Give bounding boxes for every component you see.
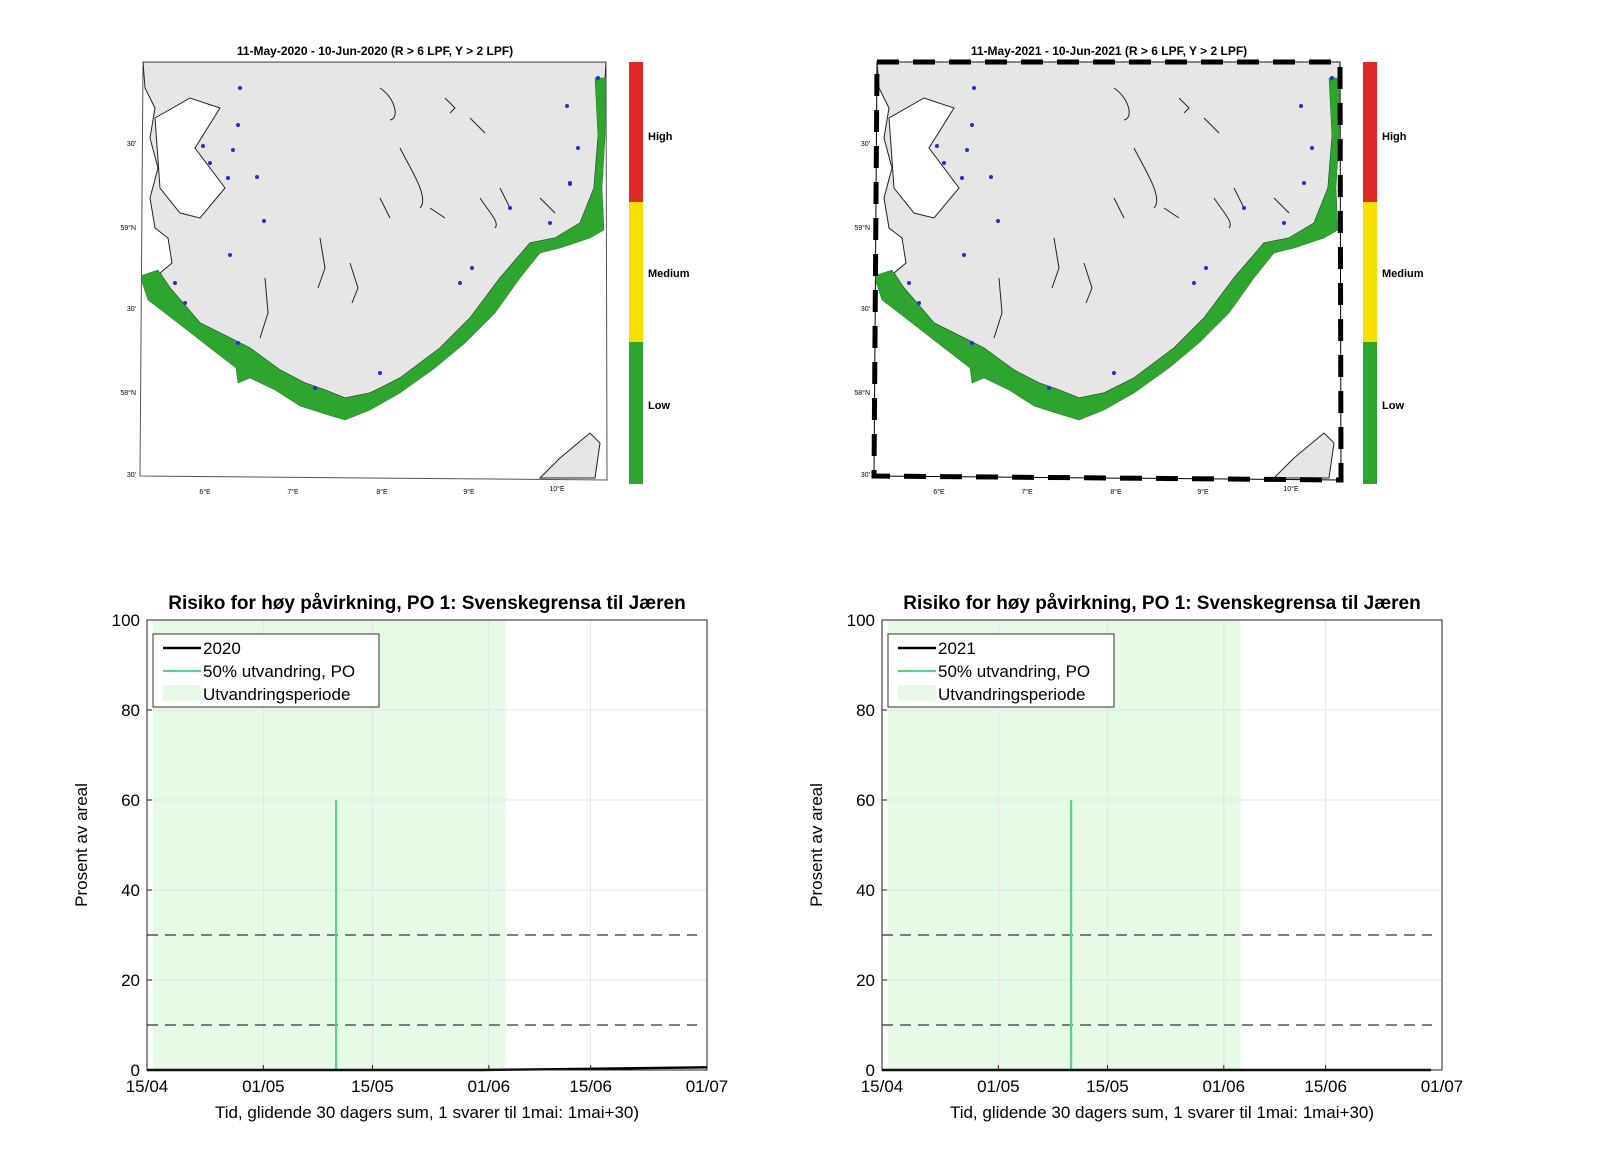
colorbar-label: High: [648, 131, 673, 143]
lon-label: 6°E: [199, 488, 211, 496]
colorbar-label: Medium: [648, 268, 690, 280]
lat-label: 58°N: [120, 389, 136, 397]
lon-label: 10°E: [1283, 485, 1299, 493]
x-tick-label: 15/05: [351, 1077, 394, 1096]
fjord-west: [888, 97, 960, 219]
lat-label: 30': [127, 141, 136, 148]
x-tick-label: 01/06: [1203, 1077, 1246, 1096]
colorbar-label: Low: [1382, 400, 1404, 412]
colorbar-medium: [1363, 202, 1377, 342]
colorbar-label: High: [1382, 131, 1407, 143]
lon-label: 10°E: [549, 485, 565, 493]
map-panel-2020: 11-May-2020 - 10-Jun-2020 (R > 6 LPF, Y …: [100, 38, 720, 508]
x-axis-label: Tid, glidende 30 dagers sum, 1 svarer ti…: [215, 1103, 639, 1122]
colorbar-high: [629, 62, 643, 202]
fjord-west: [154, 97, 226, 219]
x-tick-label: 01/06: [468, 1077, 511, 1096]
lon-label: 8°E: [376, 488, 388, 496]
lat-label: 30': [861, 306, 870, 313]
lat-label: 30': [861, 472, 870, 479]
y-tick-label: 100: [847, 611, 875, 630]
chart-title: Risiko for høy påvirkning, PO 1: Svenske…: [168, 593, 685, 614]
y-tick-label: 40: [856, 881, 875, 900]
x-tick-label: 15/05: [1086, 1077, 1129, 1096]
map-panel-2021: 11-May-2021 - 10-Jun-2021 (R > 6 LPF, Y …: [834, 38, 1454, 508]
lon-label: 9°E: [1197, 488, 1209, 496]
lat-label: 30': [127, 306, 136, 313]
colorbar-low: [1363, 342, 1377, 484]
lat-label: 30': [127, 472, 136, 479]
colorbar-label: Low: [648, 400, 670, 412]
y-tick-label: 20: [121, 971, 140, 990]
risk-map-2020: 11-May-2020 - 10-Jun-2020 (R > 6 LPF, Y …: [120, 44, 690, 496]
lakes: [993, 87, 1290, 339]
y-tick-label: 80: [121, 701, 140, 720]
map-title: 11-May-2020 - 10-Jun-2020 (R > 6 LPF, Y …: [237, 44, 513, 58]
aquaculture-sites: [173, 76, 600, 390]
lat-label: 59°N: [120, 224, 136, 232]
x-tick-label: 15/04: [861, 1077, 904, 1096]
legend-label: 2021: [938, 639, 976, 658]
risk-map-2021: 11-May-2021 - 10-Jun-2021 (R > 6 LPF, Y …: [854, 44, 1424, 496]
y-tick-label: 0: [866, 1061, 875, 1080]
lon-label: 7°E: [287, 488, 299, 496]
x-tick-label: 15/04: [126, 1077, 169, 1096]
x-tick-label: 15/06: [1304, 1077, 1347, 1096]
risk-chart-2021: Risiko for høy påvirkning, PO 1: Svenske…: [807, 593, 1464, 1122]
y-tick-label: 40: [121, 881, 140, 900]
colorbar-label: Medium: [1382, 268, 1424, 280]
risk-zone: [874, 77, 1341, 421]
legend-label: Utvandringsperiode: [203, 685, 350, 704]
legend-label: 50% utvandring, PO: [203, 662, 355, 681]
lon-label: 6°E: [933, 488, 945, 496]
x-tick-label: 15/06: [569, 1077, 612, 1096]
y-tick-label: 60: [856, 791, 875, 810]
lat-label: 59°N: [854, 224, 870, 232]
chart-title: Risiko for høy påvirkning, PO 1: Svenske…: [903, 593, 1420, 614]
lakes: [259, 87, 556, 339]
aquaculture-sites: [907, 76, 1334, 390]
y-tick-label: 0: [131, 1061, 140, 1080]
legend-label: 50% utvandring, PO: [938, 662, 1090, 681]
lat-label: 58°N: [854, 389, 870, 397]
sweden-coast: [538, 432, 601, 479]
legend-swatch-migration-period: [163, 685, 201, 701]
x-tick-label: 01/07: [686, 1077, 729, 1096]
y-tick-label: 80: [856, 701, 875, 720]
map-border-dashed: [871, 59, 1344, 483]
colorbar-medium: [629, 202, 643, 342]
colorbar-low: [629, 342, 643, 484]
x-axis-label: Tid, glidende 30 dagers sum, 1 svarer ti…: [950, 1103, 1374, 1122]
axes-box: [881, 619, 1443, 1071]
y-tick-label: 60: [121, 791, 140, 810]
y-tick-label: 100: [112, 611, 140, 630]
risk-zone: [140, 77, 607, 421]
map-title: 11-May-2021 - 10-Jun-2021 (R > 6 LPF, Y …: [971, 44, 1247, 58]
colorbar-high: [1363, 62, 1377, 202]
lon-label: 9°E: [463, 488, 475, 496]
legend-swatch-migration-period: [898, 685, 936, 701]
legend-label: 2020: [203, 639, 241, 658]
y-axis-label: Prosent av areal: [807, 783, 826, 907]
lat-label: 30': [861, 141, 870, 148]
x-tick-label: 01/07: [1421, 1077, 1464, 1096]
x-tick-label: 01/05: [977, 1077, 1020, 1096]
axes-box: [146, 619, 708, 1071]
x-tick-label: 01/05: [242, 1077, 285, 1096]
y-tick-label: 20: [856, 971, 875, 990]
lon-label: 8°E: [1110, 488, 1122, 496]
legend-label: Utvandringsperiode: [938, 685, 1085, 704]
risk-chart-2020: Risiko for høy påvirkning, PO 1: Svenske…: [72, 593, 729, 1122]
lon-label: 7°E: [1021, 488, 1033, 496]
y-axis-label: Prosent av areal: [72, 783, 91, 907]
